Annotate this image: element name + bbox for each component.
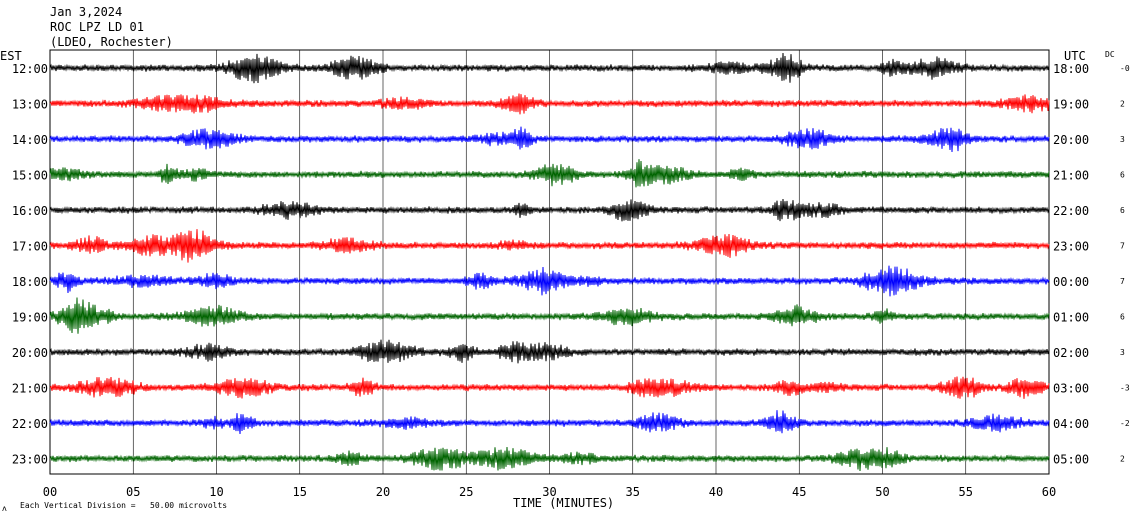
est-time-label: 19:00 bbox=[12, 311, 48, 325]
trace-line bbox=[49, 126, 1050, 153]
utc-time-label: 18:00 bbox=[1053, 62, 1089, 76]
utc-time-label: 04:00 bbox=[1053, 417, 1089, 431]
x-tick-label: 00 bbox=[43, 485, 57, 499]
trace-line bbox=[49, 229, 1050, 263]
dc-offset-label: -3 bbox=[1120, 384, 1130, 393]
est-time-label: 20:00 bbox=[12, 346, 48, 360]
header-network: (LDEO, Rochester) bbox=[50, 35, 173, 49]
utc-time-label: 19:00 bbox=[1053, 98, 1089, 112]
trace-line bbox=[49, 339, 1050, 364]
x-tick-label: 45 bbox=[792, 485, 806, 499]
dc-offset-label: -0 bbox=[1120, 64, 1130, 73]
trace-line bbox=[49, 52, 1050, 84]
trace-line bbox=[49, 410, 1050, 435]
est-time-label: 23:00 bbox=[12, 453, 48, 467]
utc-time-label: 20:00 bbox=[1053, 133, 1089, 147]
utc-time-label: 03:00 bbox=[1053, 382, 1089, 396]
scale-note: Each Vertical Division = 50.00 microvolt… bbox=[20, 501, 227, 510]
trace-line bbox=[49, 265, 1050, 297]
utc-time-label: 02:00 bbox=[1053, 346, 1089, 360]
est-time-label: 16:00 bbox=[12, 204, 48, 218]
est-time-label: 14:00 bbox=[12, 133, 48, 147]
x-axis-title: TIME (MINUTES) bbox=[513, 496, 614, 510]
header-date: Jan 3,2024 bbox=[50, 5, 122, 19]
utc-time-label: 21:00 bbox=[1053, 169, 1089, 183]
trace-line bbox=[49, 93, 1050, 115]
dc-offset-label: 7 bbox=[1120, 277, 1125, 286]
utc-time-label: 00:00 bbox=[1053, 275, 1089, 289]
dc-offset-label: 6 bbox=[1120, 206, 1125, 215]
dc-offset-label: 2 bbox=[1120, 100, 1125, 109]
trace-line bbox=[49, 376, 1050, 399]
dc-header: DC bbox=[1105, 50, 1115, 59]
est-time-label: 15:00 bbox=[12, 169, 48, 183]
trace-line bbox=[49, 297, 1050, 334]
est-time-label: 22:00 bbox=[12, 417, 48, 431]
x-tick-label: 60 bbox=[1042, 485, 1056, 499]
x-tick-label: 15 bbox=[293, 485, 307, 499]
x-tick-label: 30 bbox=[542, 485, 556, 499]
trace-line bbox=[49, 159, 1050, 188]
utc-time-label: 23:00 bbox=[1053, 240, 1089, 254]
dc-offset-label: 3 bbox=[1120, 135, 1125, 144]
row-labels: 12:00 18:00 -0 13:00 19:00 2 14:00 20:00 3 15:00 2… bbox=[12, 62, 1130, 467]
dc-offset-label: 3 bbox=[1120, 348, 1125, 357]
left-zone-label: EST bbox=[0, 49, 22, 63]
dc-offset-label: 6 bbox=[1120, 171, 1125, 180]
trace-line bbox=[49, 198, 1050, 222]
dc-offset-label: 7 bbox=[1120, 242, 1125, 251]
utc-time-label: 05:00 bbox=[1053, 453, 1089, 467]
est-time-label: 12:00 bbox=[12, 62, 48, 76]
dc-offset-label: 2 bbox=[1120, 455, 1125, 464]
x-tick-label: 05 bbox=[126, 485, 140, 499]
trace-group bbox=[49, 52, 1050, 472]
dc-offset-label: 6 bbox=[1120, 313, 1125, 322]
est-time-label: 13:00 bbox=[12, 98, 48, 112]
est-time-label: 21:00 bbox=[12, 382, 48, 396]
header-station: ROC LPZ LD 01 bbox=[50, 20, 144, 34]
x-tick-label: 40 bbox=[709, 485, 723, 499]
x-tick-label: 50 bbox=[875, 485, 889, 499]
utc-time-label: 01:00 bbox=[1053, 311, 1089, 325]
x-tick-label: 10 bbox=[209, 485, 223, 499]
x-tick-label: 35 bbox=[626, 485, 640, 499]
right-zone-label: UTC bbox=[1064, 49, 1086, 63]
utc-time-label: 22:00 bbox=[1053, 204, 1089, 218]
x-tick-label: 55 bbox=[959, 485, 973, 499]
x-tick-labels: 00 05 10 15 20 25 30 35 40 45 50 55 60 bbox=[43, 485, 1056, 499]
est-time-label: 18:00 bbox=[12, 275, 48, 289]
x-tick-label: 20 bbox=[376, 485, 390, 499]
corner-mark: ʌ bbox=[2, 504, 7, 513]
x-tick-label: 25 bbox=[459, 485, 473, 499]
dc-offset-label: -2 bbox=[1120, 419, 1130, 428]
grid-lines bbox=[132, 50, 967, 474]
trace-line bbox=[49, 446, 1050, 472]
est-time-label: 17:00 bbox=[12, 240, 48, 254]
